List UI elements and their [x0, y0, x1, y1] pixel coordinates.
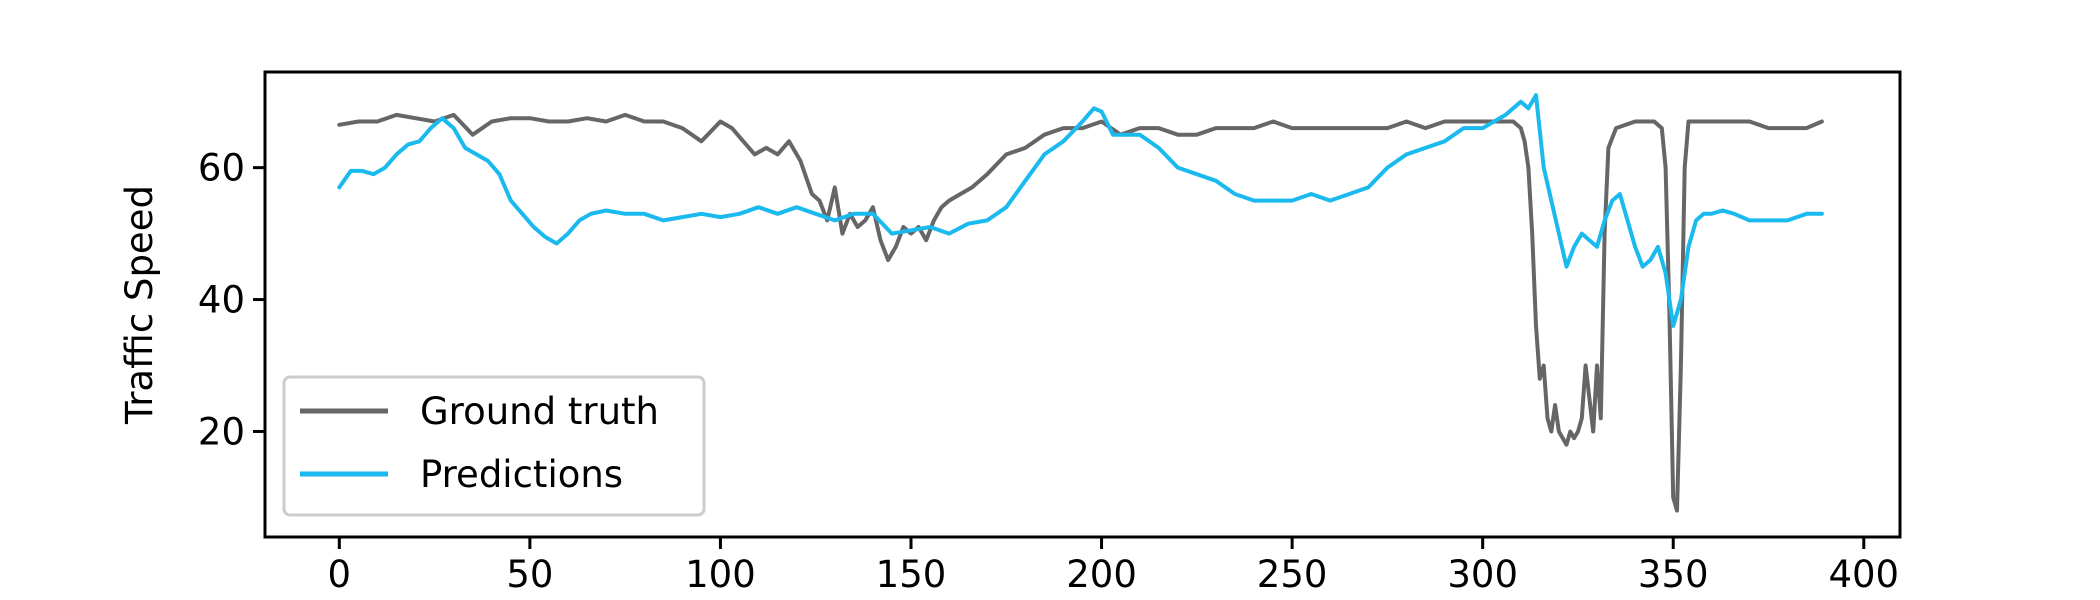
- legend-label-2: Predictions: [420, 453, 623, 496]
- x-tick-label: 150: [876, 553, 947, 596]
- legend-box: [282, 375, 706, 517]
- x-tick-label: 200: [1066, 553, 1137, 596]
- series-layer: [337, 93, 1824, 513]
- y-tick-label: 20: [198, 410, 245, 453]
- series-line-1: [337, 112, 1824, 513]
- x-axis-ticks: 0 50 100 150 200 250 300 350 400: [328, 537, 1899, 596]
- x-tick-label: 350: [1638, 553, 1709, 596]
- legend-label-1: Ground truth: [420, 390, 659, 433]
- legend: Ground truth Predictions: [282, 375, 706, 517]
- x-tick-label: 300: [1447, 553, 1518, 596]
- y-axis-ticks: 20 40 60: [198, 147, 265, 453]
- x-tick-label: 250: [1257, 553, 1328, 596]
- y-tick-label: 60: [198, 147, 245, 190]
- y-tick-label: 40: [198, 279, 245, 322]
- legend-items: Ground truth Predictions: [300, 390, 659, 496]
- x-tick-label: 100: [685, 553, 756, 596]
- plot-area-frame: [263, 70, 1902, 539]
- y-axis-label: Traffic Speed: [118, 185, 161, 425]
- x-tick-label: 400: [1828, 553, 1899, 596]
- x-tick-label: 0: [328, 553, 352, 596]
- series-line-2: [337, 93, 1824, 328]
- x-tick-label: 50: [506, 553, 553, 596]
